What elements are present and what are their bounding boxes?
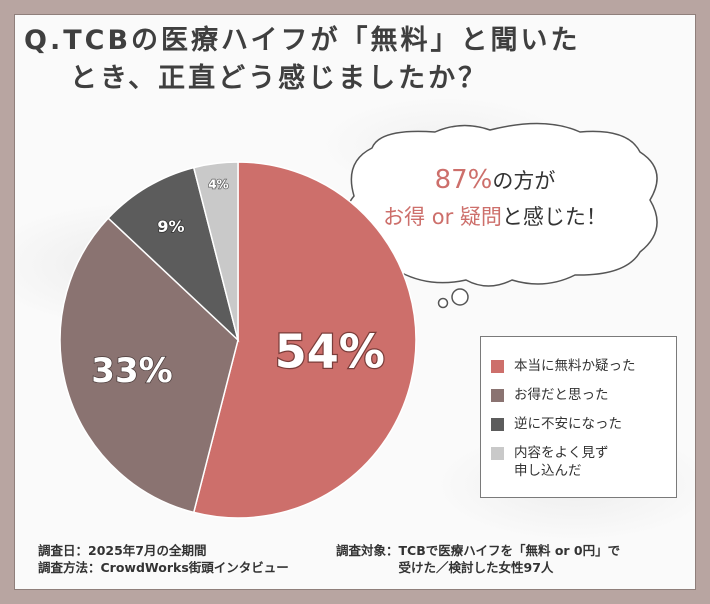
- legend-label: 本当に無料か疑った: [514, 358, 636, 374]
- pie-slice-label: 54%: [275, 325, 385, 379]
- pie-slice-label: 33%: [91, 351, 172, 391]
- legend-swatch: [491, 418, 504, 431]
- pie-slice: [192, 161, 417, 519]
- pie-slices: [59, 161, 417, 519]
- infographic-frame: [14, 14, 696, 590]
- survey-method: 調査方法：CrowdWorks街頭インタビュー: [38, 560, 289, 575]
- legend-item: 内容をよく見ず 申し込んだ: [491, 444, 676, 480]
- legend-item: 逆に不安になった: [491, 415, 676, 433]
- survey-target-line2: 受けた／検討した女性97人: [336, 560, 554, 575]
- callout-text2: と感じた！: [501, 205, 607, 229]
- pie-slice: [192, 161, 239, 341]
- question-title-line1: Q.TCBの医療ハイフが「無料」と聞いた: [24, 25, 581, 56]
- callout-line1: 87%の方が: [350, 162, 640, 199]
- callout-accent1: お得: [383, 205, 426, 229]
- pie-slice-label: 9%: [157, 217, 184, 236]
- pie-slice: [59, 217, 239, 514]
- callout-text: 87%の方が お得 or 疑問と感じた！: [350, 162, 640, 235]
- legend-swatch: [491, 360, 504, 373]
- chart-legend: 本当に無料か疑った お得だと思った 逆に不安になった 内容をよく見ず 申し込んだ: [480, 336, 677, 498]
- legend-label: 内容をよく見ず 申し込んだ: [514, 445, 609, 479]
- legend-label: お得だと思った: [514, 387, 609, 403]
- thought-dot-small: [437, 297, 449, 309]
- callout-accent2: 疑問: [459, 205, 502, 229]
- legend-swatch: [491, 389, 504, 402]
- callout-line2: お得 or 疑問と感じた！: [350, 199, 640, 235]
- callout-mid: or: [425, 205, 460, 229]
- pie-slice: [107, 166, 240, 343]
- legend-item: 本当に無料か疑った: [491, 357, 676, 375]
- survey-date: 調査日：2025年7月の全期間: [38, 543, 207, 558]
- callout-percent: 87%: [434, 165, 493, 195]
- legend-swatch: [491, 447, 504, 460]
- question-title-line2: とき、正直どう感じましたか？: [70, 63, 489, 94]
- survey-target-line1: 調査対象：TCBで医療ハイフを「無料 or 0円」で: [336, 543, 621, 558]
- question-title: Q.TCBの医療ハイフが「無料」と聞いた とき、正直どう感じましたか？: [24, 22, 664, 98]
- survey-info-right: 調査対象：TCBで医療ハイフを「無料 or 0円」で 受けた／検討した女性97人: [336, 542, 620, 576]
- thought-dot-large: [451, 288, 469, 306]
- pie-slice-labels: 54% 33% 9% 4%: [91, 177, 387, 392]
- pie-slice-label: 4%: [208, 178, 228, 192]
- legend-item: お得だと思った: [491, 386, 676, 404]
- legend-label: 逆に不安になった: [514, 416, 622, 432]
- survey-info-left: 調査日：2025年7月の全期間 調査方法：CrowdWorks街頭インタビュー: [38, 542, 289, 576]
- callout-text1: の方が: [492, 169, 556, 193]
